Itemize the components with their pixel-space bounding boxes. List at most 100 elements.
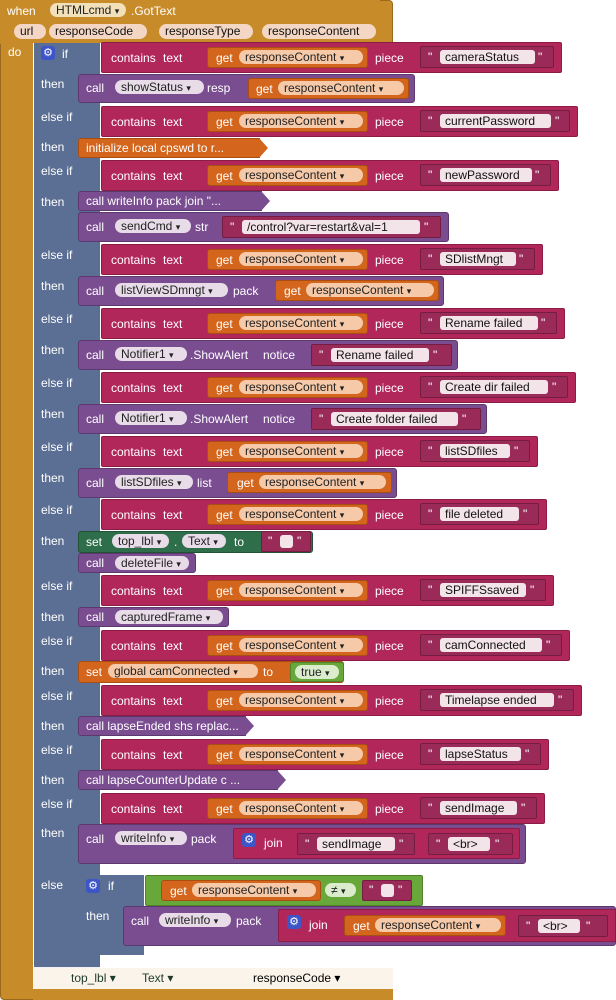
open-quote-icon: " [428, 693, 433, 707]
open-quote-icon: " [319, 412, 324, 426]
procedure-dropdown[interactable]: listViewSDmngt ▾ [115, 283, 228, 297]
variable-dropdown[interactable]: global camConnected ▾ [108, 664, 258, 678]
get-label: get [216, 694, 233, 708]
component-dropdown[interactable]: HTMLcmd ▾ [50, 3, 126, 17]
piece-string-field[interactable]: SDlistMngt [440, 252, 516, 266]
piece-string-field[interactable]: Timelapse ended [440, 693, 554, 707]
str-label: str [195, 220, 209, 234]
component-dropdown[interactable]: top_lbl ▾ [112, 534, 169, 548]
empty-string-field[interactable] [381, 884, 394, 897]
procedure-dropdown[interactable]: listSDfiles ▾ [115, 475, 193, 489]
piece-string-field[interactable]: currentPassword [440, 114, 551, 128]
piece-string-field[interactable]: lapseStatus [440, 747, 521, 761]
br-string-field[interactable]: <br> [448, 837, 490, 851]
send-cmd-string-field[interactable]: /control?var=restart&val=1 [242, 220, 420, 234]
else-if-label: else if [41, 634, 73, 648]
ghost-text-prop: Text ▾ [142, 971, 174, 985]
then-label: then [41, 407, 65, 421]
piece-string-field[interactable]: camConnected [440, 638, 542, 652]
operator-dropdown[interactable]: ≠ ▾ [325, 883, 356, 897]
param-response-type[interactable]: responseType [159, 24, 253, 39]
else-if-label: else if [41, 689, 73, 703]
var-dropdown[interactable]: responseContent ▾ [239, 252, 363, 266]
var-dropdown[interactable]: responseContent ▾ [239, 444, 363, 458]
procedure-dropdown[interactable]: capturedFrame ▾ [115, 610, 223, 624]
var-dropdown[interactable]: responseContent ▾ [192, 883, 316, 897]
var-dropdown[interactable]: responseContent ▾ [239, 693, 363, 707]
piece-label: piece [375, 51, 404, 65]
piece-string-field[interactable]: Rename failed [440, 316, 538, 330]
var-dropdown[interactable]: responseContent ▾ [306, 283, 434, 297]
inner-mutator-gear-icon[interactable]: ⚙ [86, 879, 100, 893]
procedure-dropdown[interactable]: deleteFile ▾ [115, 556, 189, 570]
piece-label: piece [375, 694, 404, 708]
var-dropdown[interactable]: responseContent ▾ [239, 168, 363, 182]
var-dropdown[interactable]: responseContent ▾ [259, 475, 386, 489]
lapse-counter-label: call lapseCounterUpdate c ... [86, 773, 241, 787]
procedure-dropdown[interactable]: writeInfo ▾ [159, 913, 231, 927]
call-label: call [131, 914, 150, 928]
piece-string-field[interactable]: Create dir failed [440, 380, 548, 394]
param-url[interactable]: url [14, 24, 46, 39]
then-label: then [41, 77, 65, 91]
close-quote-icon: " [525, 747, 530, 761]
empty-string-field[interactable] [280, 535, 293, 548]
var-dropdown[interactable]: responseContent ▾ [239, 583, 363, 597]
notice-string-field[interactable]: Rename failed [331, 348, 429, 362]
procedure-dropdown[interactable]: sendCmd ▾ [115, 219, 191, 233]
contains-label: contains [111, 639, 156, 653]
var-dropdown[interactable]: responseContent ▾ [239, 747, 363, 761]
get-label: get [216, 584, 233, 598]
piece-string-field[interactable]: newPassword [440, 168, 532, 182]
component-dropdown[interactable]: Notifier1 ▾ [115, 347, 187, 361]
param-response-code[interactable]: responseCode [49, 24, 147, 39]
var-dropdown[interactable]: responseContent ▾ [239, 380, 363, 394]
procedure-dropdown[interactable]: showStatus ▾ [115, 80, 204, 94]
close-quote-icon: " [541, 316, 546, 330]
var-dropdown[interactable]: responseContent ▾ [278, 81, 404, 95]
var-dropdown[interactable]: responseContent ▾ [239, 114, 363, 128]
br-string-field[interactable]: <br> [538, 919, 580, 933]
open-quote-icon: " [428, 583, 433, 597]
mutator-gear-icon[interactable]: ⚙ [41, 46, 55, 60]
close-quote-icon: " [297, 534, 302, 548]
initialize-local-label: initialize local cpswd to r... [86, 141, 225, 155]
get-label: get [216, 802, 233, 816]
join-mutator-gear-icon[interactable]: ⚙ [242, 833, 256, 847]
open-quote-icon: " [526, 919, 531, 933]
procedure-dropdown[interactable]: writeInfo ▾ [115, 831, 187, 845]
var-dropdown[interactable]: responseContent ▾ [239, 638, 363, 652]
contains-label: contains [111, 508, 156, 522]
else-if-label: else if [41, 579, 73, 593]
collapsed-arrow-icon [277, 770, 286, 790]
join-string-field[interactable]: sendImage [317, 837, 395, 851]
method-label: .ShowAlert [190, 348, 249, 362]
param-response-content[interactable]: responseContent [262, 24, 376, 39]
property-dropdown[interactable]: Text ▾ [182, 534, 226, 548]
var-dropdown[interactable]: responseContent ▾ [239, 801, 363, 815]
else-if-label: else if [41, 110, 73, 124]
var-dropdown[interactable]: responseContent ▾ [239, 507, 363, 521]
join-mutator-gear-icon[interactable]: ⚙ [287, 915, 301, 929]
call-label: call [86, 610, 105, 624]
if-block-left-bar [34, 43, 78, 968]
else-if-label: else if [41, 743, 73, 757]
piece-string-field[interactable]: cameraStatus [440, 50, 535, 64]
piece-string-field[interactable]: file deleted [440, 507, 519, 521]
contains-label: contains [111, 445, 156, 459]
piece-string-field[interactable]: SPIFFSsaved [440, 583, 526, 597]
text-label: text [163, 445, 183, 459]
get-label: get [256, 82, 273, 96]
var-dropdown[interactable]: responseContent ▾ [239, 50, 363, 64]
notice-string-field[interactable]: Create folder failed [331, 412, 458, 426]
boolean-dropdown[interactable]: true ▾ [295, 665, 339, 679]
var-dropdown[interactable]: responseContent ▾ [239, 316, 363, 330]
call-label: call [86, 348, 105, 362]
close-quote-icon: " [519, 252, 524, 266]
var-dropdown[interactable]: responseContent ▾ [375, 918, 501, 932]
piece-string-field[interactable]: sendImage [440, 801, 517, 815]
piece-label: piece [375, 639, 404, 653]
piece-string-field[interactable]: listSDfiles [440, 444, 510, 458]
close-quote-icon: " [586, 919, 591, 933]
component-dropdown[interactable]: Notifier1 ▾ [115, 411, 187, 425]
